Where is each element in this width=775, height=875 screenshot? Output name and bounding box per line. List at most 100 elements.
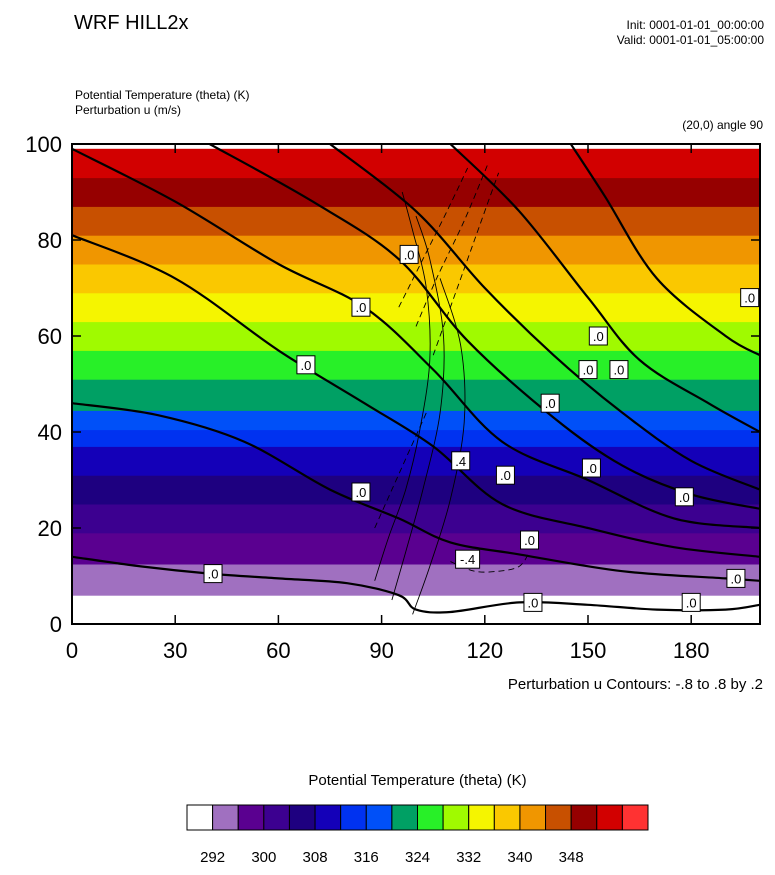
contour-label: .0 <box>726 568 746 588</box>
contour-label-box <box>495 465 515 485</box>
contour-label-box <box>540 393 560 413</box>
contour-label-text: .0 <box>500 468 511 483</box>
contour-label: -.4 <box>455 549 481 569</box>
theta-band <box>72 504 760 534</box>
contour-label-box <box>726 568 746 588</box>
axes: 0 30 60 90 120 150 180 0 20 40 60 80 100 <box>25 132 760 663</box>
contour-label: .0 <box>588 326 608 346</box>
x-tick-label: 120 <box>466 638 503 663</box>
contour-label: .0 <box>296 355 316 375</box>
colorbar: 292 300 308 316 324 332 340 348 <box>186 804 649 866</box>
colorbar-box <box>442 804 470 831</box>
theta-contour-line <box>569 144 760 357</box>
contour-label-text: .0 <box>524 533 535 548</box>
y-tick-label: 80 <box>38 228 62 253</box>
contour-label-text: .0 <box>356 485 367 500</box>
contour-label-box <box>520 530 540 550</box>
theta-band <box>72 148 760 179</box>
y-tick-label: 100 <box>25 132 62 157</box>
contour-label-box <box>588 326 608 346</box>
contour-label-text: .0 <box>679 490 690 505</box>
y-tick-label: 60 <box>38 324 62 349</box>
y-tick-label: 20 <box>38 516 62 541</box>
contour-label-text: .0 <box>744 291 755 306</box>
contour-label: .0 <box>520 530 540 550</box>
contour-label-text: .0 <box>730 571 741 586</box>
contour-label: .0 <box>674 487 694 507</box>
contour-label: .0 <box>203 564 223 584</box>
theta-contour-line <box>72 234 760 558</box>
colorbar-label: 332 <box>456 849 481 866</box>
theta-band <box>72 532 760 565</box>
contour-label-text: .0 <box>356 300 367 315</box>
colorbar-label: 308 <box>303 849 328 866</box>
x-tick-label: 150 <box>570 638 607 663</box>
x-tick-label: 30 <box>163 638 187 663</box>
contour-label-box <box>203 564 223 584</box>
theta-band <box>72 177 760 207</box>
theta-contour-line <box>329 144 760 491</box>
contour-label-text: .0 <box>208 567 219 582</box>
theta-band <box>72 475 760 505</box>
contour-label-box <box>399 244 419 264</box>
contour-label-box <box>451 451 471 471</box>
contour-label-box <box>581 458 601 478</box>
chart-title: WRF HILL2x <box>74 12 189 34</box>
u-contour-negative <box>398 167 469 308</box>
contour-label-box <box>351 482 371 502</box>
contour-info: Perturbation u Contours: -.8 to .8 by .2 <box>507 676 763 693</box>
contour-label: .0 <box>351 297 371 317</box>
contour-label-text: .0 <box>528 595 539 610</box>
x-tick-label: 60 <box>266 638 290 663</box>
contour-label-box <box>523 592 543 612</box>
colorbar-box <box>621 804 649 831</box>
colorbar-label: 292 <box>200 849 225 866</box>
colorbar-label: 348 <box>559 849 584 866</box>
contour-label-text: .0 <box>583 363 594 378</box>
contour-label: .0 <box>523 592 543 612</box>
colorbar-box <box>365 804 393 831</box>
colorbar-box <box>263 804 290 831</box>
colorbar-box <box>391 804 418 831</box>
u-contours <box>374 163 530 615</box>
contour-label-text: .0 <box>586 461 597 476</box>
theta-band <box>72 446 760 476</box>
colorbar-box <box>468 804 495 831</box>
contour-label-box <box>609 360 629 380</box>
init-time: Init: 0001-01-01_00:00:00 <box>626 18 764 32</box>
contour-label-text: .0 <box>686 595 697 610</box>
colorbar-box <box>519 804 547 831</box>
colorbar-title: Potential Temperature (theta) (K) <box>308 772 527 789</box>
colorbar-box <box>545 804 572 831</box>
u-contour-positive <box>374 191 431 581</box>
colorbar-label: 300 <box>251 849 276 866</box>
theta-band <box>72 410 760 431</box>
x-tick-label: 0 <box>66 638 78 663</box>
u-contour-negative <box>415 163 489 327</box>
colorbar-box <box>596 804 623 831</box>
theta-contour-line <box>72 402 760 582</box>
colorbar-label: 340 <box>507 849 532 866</box>
contour-label-box <box>674 487 694 507</box>
contour-label: .0 <box>495 465 515 485</box>
theta-band <box>72 350 760 380</box>
theta-contour-line <box>209 144 760 510</box>
colorbar-box <box>493 804 521 831</box>
colorbar-box <box>314 804 342 831</box>
y-tick-label: 40 <box>38 420 62 445</box>
contour-labels: .0 .0 .0 .0 .0 .4 -.4 .0 .0 .0 .0 .0 .0 .0 .0 .0 .0 .0 .0 <box>203 244 760 612</box>
contour-label-text: -.4 <box>460 552 475 567</box>
contour-label: .0 <box>351 482 371 502</box>
u-contour-negative <box>374 412 427 529</box>
theta-contour-line <box>72 147 760 530</box>
theta-contour-line <box>449 144 760 433</box>
contour-label-text: .0 <box>300 358 311 373</box>
contour-field-label: Perturbation u (m/s) <box>75 103 182 117</box>
contour-label-text: .4 <box>455 454 466 469</box>
shaded-field-label: Potential Temperature (theta) (K) <box>75 88 250 102</box>
theta-band <box>72 321 760 351</box>
theta-band <box>72 564 760 596</box>
colorbar-box <box>186 804 214 831</box>
contour-label: .4 <box>451 451 471 471</box>
colorbar-label: 324 <box>405 849 430 866</box>
